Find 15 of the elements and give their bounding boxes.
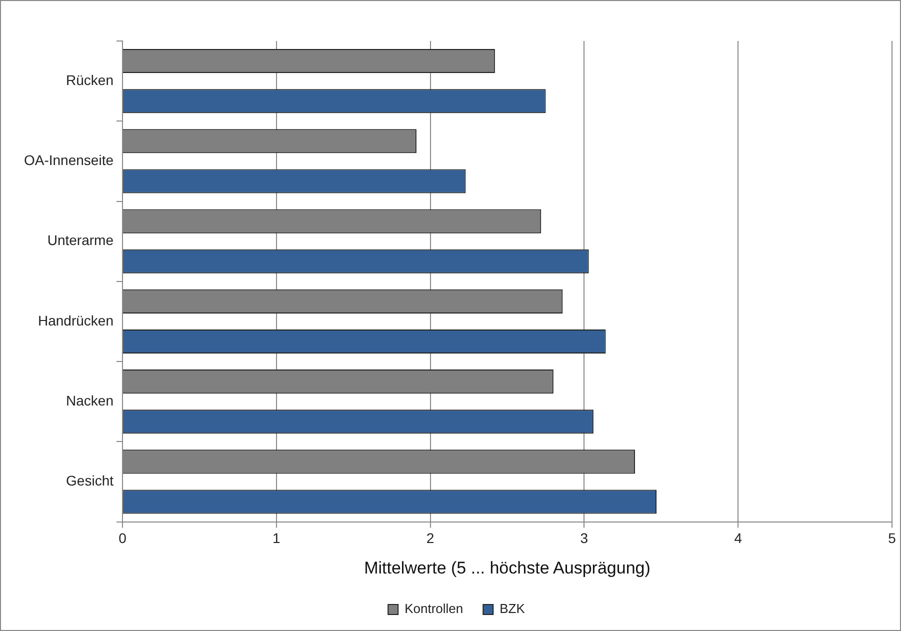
x-tick-label: 2 bbox=[426, 530, 434, 546]
y-tick-label: Rücken bbox=[66, 72, 114, 88]
y-tick-label: Nacken bbox=[66, 392, 114, 408]
y-tick-label: Unterarme bbox=[47, 232, 114, 248]
y-tick-label: Gesicht bbox=[66, 472, 114, 489]
x-tick-label: 3 bbox=[580, 530, 588, 546]
x-tick-label: 4 bbox=[734, 530, 742, 546]
x-tick-label: 0 bbox=[118, 530, 127, 546]
legend-label: BZK bbox=[500, 601, 526, 616]
x-tick-label: 5 bbox=[888, 530, 896, 546]
y-tick-label: Handrücken bbox=[38, 312, 114, 328]
y-tick-label: OA-Innenseite bbox=[24, 152, 114, 168]
x-axis-title: Mittelwerte (5 ... höchste Ausprägung) bbox=[364, 558, 650, 578]
x-tick-label: 1 bbox=[272, 530, 280, 546]
legend-label: Kontrollen bbox=[404, 601, 464, 616]
